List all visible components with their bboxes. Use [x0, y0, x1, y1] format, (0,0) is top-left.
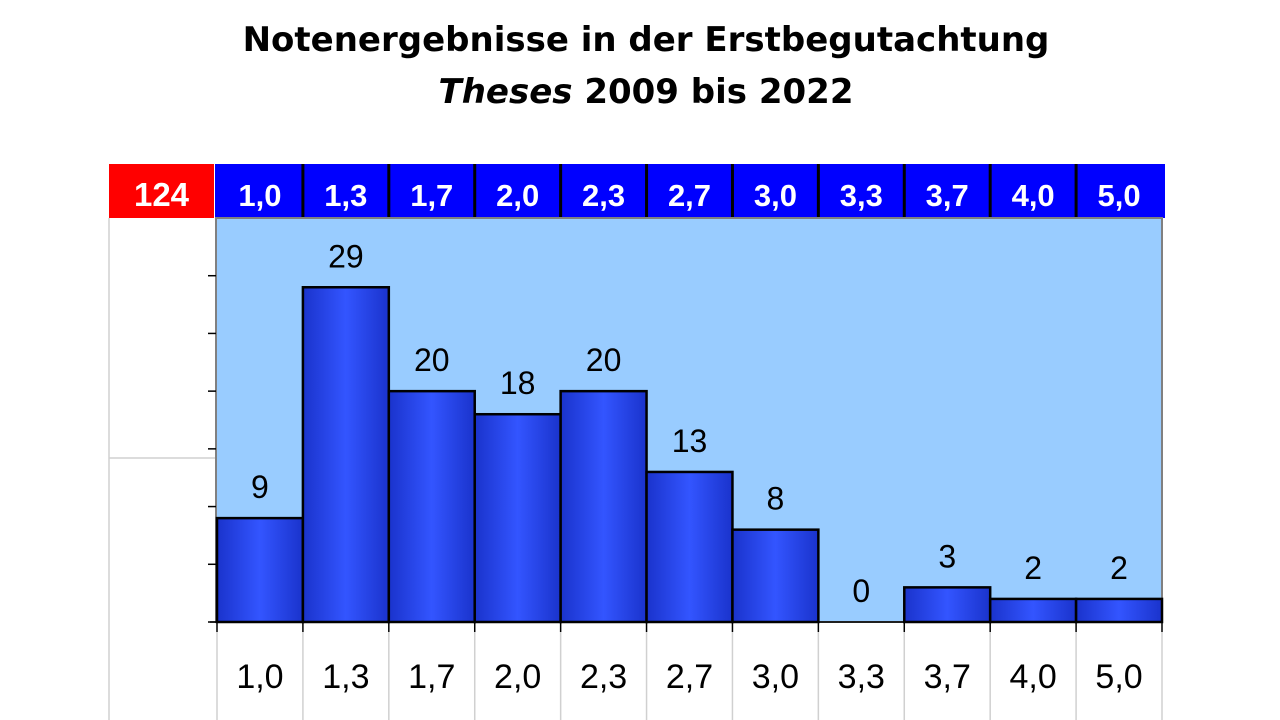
header-bar: [215, 164, 1165, 218]
x-tick-label: 1,7: [408, 658, 455, 696]
x-tick-label: 3,7: [924, 658, 971, 696]
data-label: 0: [852, 573, 870, 609]
y-axis-ticks: [208, 274, 216, 623]
data-label: 3: [938, 538, 956, 574]
bars: [215, 286, 1164, 624]
chart-subtitle: Theses 2009 bis 2022: [0, 66, 1280, 118]
x-tick-label: 2,3: [580, 658, 627, 696]
chart-subtitle-rest: 2009 bis 2022: [572, 72, 854, 112]
header-label: 2,3: [582, 178, 625, 213]
header-label: 4,0: [1012, 178, 1055, 213]
x-axis-labels: 1,0 1,3 1,7 2,0 2,3 2,7 3,0 3,3 3,7 4,0 5,0: [236, 658, 1142, 696]
bar: [473, 412, 562, 624]
data-label: 2: [1110, 550, 1128, 586]
x-axis-separators: [216, 622, 1163, 720]
header-label: 3,0: [754, 178, 797, 213]
header-label: 5,0: [1097, 178, 1140, 213]
total-cell: [109, 164, 214, 218]
data-label: 2: [1024, 550, 1042, 586]
data-label: 20: [586, 342, 622, 378]
header-label: 1,0: [238, 178, 281, 213]
bar: [645, 470, 734, 624]
bar: [301, 286, 391, 624]
data-label: 9: [251, 469, 269, 505]
chart-subtitle-italic: Theses: [438, 72, 573, 112]
data-label: 29: [328, 238, 364, 274]
bar: [387, 389, 476, 624]
x-tick-label: 3,0: [752, 658, 799, 696]
x-tick-label: 1,3: [322, 658, 369, 696]
header-label: 3,3: [840, 178, 883, 213]
header-label: 2,7: [668, 178, 711, 213]
header-labels: 1,0 1,3 1,7 2,0 2,3 2,7 3,0 3,3 3,7 4,0 5,0: [238, 164, 1141, 218]
data-label: 13: [672, 423, 708, 459]
x-tick-label: 1,0: [236, 658, 283, 696]
chart-title: Notenergebnisse in der Erstbegutachtung: [242, 20, 1050, 60]
bar: [215, 516, 305, 624]
x-tick-label: 2,0: [494, 658, 541, 696]
data-label: 20: [414, 342, 450, 378]
data-label: 18: [500, 365, 536, 401]
bar: [903, 586, 992, 624]
x-tick-label: 2,7: [666, 658, 713, 696]
bar: [988, 597, 1078, 624]
header-label: 3,7: [926, 178, 969, 213]
chart-title-block: Notenergebnisse in der Erstbegutachtung …: [0, 14, 1280, 118]
value-labels: 9 29 20 18 20 13 8 0 3 2 2: [251, 238, 1128, 609]
x-tick-label: 4,0: [1010, 658, 1057, 696]
bar: [559, 389, 648, 624]
bar: [731, 528, 820, 624]
header-label: 1,3: [324, 178, 367, 213]
data-label: 8: [767, 481, 785, 517]
header-label: 2,0: [496, 178, 539, 213]
total-label: 124: [134, 176, 190, 213]
bar: [1074, 597, 1164, 624]
x-tick-label: 3,3: [838, 658, 885, 696]
header-label: 1,7: [410, 178, 453, 213]
x-tick-label: 5,0: [1095, 658, 1142, 696]
